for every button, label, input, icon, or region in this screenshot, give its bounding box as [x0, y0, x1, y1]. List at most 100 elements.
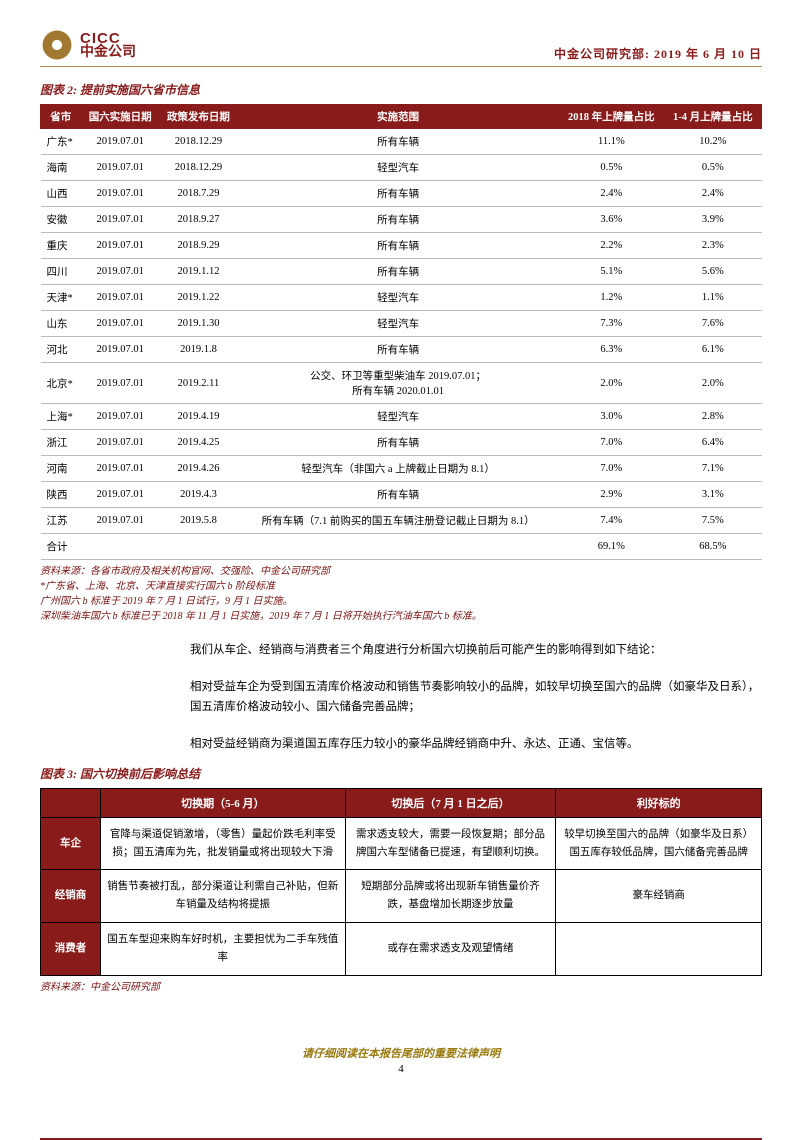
table-cell: 所有车辆 [238, 259, 559, 285]
table-cell: 所有车辆 [238, 482, 559, 508]
table-cell: 2019.07.01 [81, 508, 159, 534]
table-cell: 6.4% [664, 430, 761, 456]
table-cell: 3.1% [664, 482, 761, 508]
table-cell: 轻型汽车 [238, 155, 559, 181]
table-cell: 2.4% [664, 181, 761, 207]
table-cell: 需求透支较大，需要一段恢复期；部分品牌国六车型储备已提速，有望顺利切换。 [345, 817, 556, 870]
logo-icon [40, 28, 74, 62]
table-cell: 10.2% [664, 129, 761, 155]
table-cell: 7.3% [559, 311, 664, 337]
table-provinces: 省市国六实施日期政策发布日期实施范围2018 年上牌量占比1-4 月上牌量占比 … [40, 104, 762, 560]
table-cell: 7.1% [664, 456, 761, 482]
body-para-3: 相对受益经销商为渠道国五库存压力较小的豪华品牌经销商中升、永达、正通、宝信等。 [190, 734, 762, 755]
footer-disclaimer: 请仔细阅读在本报告尾部的重要法律声明 [302, 1048, 500, 1060]
table-cell: 轻型汽车 [238, 285, 559, 311]
table-cell [238, 534, 559, 560]
figure3-source: 资料来源：中金公司研究部 [40, 980, 762, 995]
table-cell [159, 534, 237, 560]
figure2-source: 资料来源：各省市政府及相关机构官网、交强险、中金公司研究部 *广东省、上海、北京… [40, 564, 762, 624]
table-cell: 所有车辆 [238, 430, 559, 456]
table-cell: 5.6% [664, 259, 761, 285]
table-cell: 0.5% [664, 155, 761, 181]
table-header: 2018 年上牌量占比 [559, 105, 664, 129]
table-cell: 安徽 [41, 207, 82, 233]
table-cell: 轻型汽车 [238, 311, 559, 337]
table-cell: 国五车型迎来购车好时机，主要担忧为二手车残值率 [101, 923, 346, 976]
table-row: 海南2019.07.012018.12.29轻型汽车0.5%0.5% [41, 155, 762, 181]
table-row: 车企官降与渠道促销激增，（零售）量起价跌毛利率受损；国五清库为先，批发销量或将出… [41, 817, 762, 870]
body-para-1: 我们从车企、经销商与消费者三个角度进行分析国六切换前后可能产生的影响得到如下结论… [190, 640, 762, 661]
table-cell: 2019.07.01 [81, 337, 159, 363]
page-number: 4 [40, 1063, 762, 1075]
table-cell: 2019.07.01 [81, 233, 159, 259]
table-cell: 6.1% [664, 337, 761, 363]
table-cell: 所有车辆（7.1 前购买的国五车辆注册登记截止日期为 8.1） [238, 508, 559, 534]
table-cell: 销售节奏被打乱，部分渠道让利需自己补贴，但新车销量及结构将提振 [101, 870, 346, 923]
table-cell: 消费者 [41, 923, 101, 976]
table-cell: 2.8% [664, 404, 761, 430]
table-cell: 11.1% [559, 129, 664, 155]
table-cell: 69.1% [559, 534, 664, 560]
table-cell: 0.5% [559, 155, 664, 181]
table-cell: 2019.1.22 [159, 285, 237, 311]
table-cell: 2019.2.11 [159, 363, 237, 404]
table-header: 国六实施日期 [81, 105, 159, 129]
table-row: 陕西2019.07.012019.4.3所有车辆2.9%3.1% [41, 482, 762, 508]
table-header: 1-4 月上牌量占比 [664, 105, 761, 129]
table-cell: 较早切换至国六的品牌（如豪华及日系）国五库存较低品牌，国六储备完善品牌 [556, 817, 762, 870]
table-cell: 上海* [41, 404, 82, 430]
table-cell: 2019.07.01 [81, 285, 159, 311]
table-cell: 3.9% [664, 207, 761, 233]
logo: CICC 中金公司 [40, 28, 136, 62]
table-cell: 2.9% [559, 482, 664, 508]
table-row: 经销商销售节奏被打乱，部分渠道让利需自己补贴，但新车销量及结构将提振短期部分品牌… [41, 870, 762, 923]
table-row: 江苏2019.07.012019.5.8所有车辆（7.1 前购买的国五车辆注册登… [41, 508, 762, 534]
table-cell: 2019.07.01 [81, 259, 159, 285]
table-impact: 切换期（5-6 月）切换后（7 月 1 日之后）利好标的 车企官降与渠道促销激增… [40, 788, 762, 976]
figure2-title: 图表 2: 提前实施国六省市信息 [40, 81, 762, 98]
table-header: 省市 [41, 105, 82, 129]
table-cell: 6.3% [559, 337, 664, 363]
table-row: 山东2019.07.012019.1.30轻型汽车7.3%7.6% [41, 311, 762, 337]
table-cell: 2019.07.01 [81, 482, 159, 508]
table-cell: 2018.9.27 [159, 207, 237, 233]
table-cell: 68.5% [664, 534, 761, 560]
table-row: 消费者国五车型迎来购车好时机，主要担忧为二手车残值率或存在需求透支及观望情绪 [41, 923, 762, 976]
table-cell: 2019.4.3 [159, 482, 237, 508]
table-cell: 3.6% [559, 207, 664, 233]
table-cell: 短期部分品牌或将出现新车销售量价齐跌，基盘增加长期逐步放量 [345, 870, 556, 923]
table-cell: 7.6% [664, 311, 761, 337]
table-row: 广东*2019.07.012018.12.29所有车辆11.1%10.2% [41, 129, 762, 155]
table-cell: 2.2% [559, 233, 664, 259]
table-cell: 浙江 [41, 430, 82, 456]
table-row: 北京*2019.07.012019.2.11公交、环卫等重型柴油车 2019.0… [41, 363, 762, 404]
table-row: 山西2019.07.012018.7.29所有车辆2.4%2.4% [41, 181, 762, 207]
header-right: 中金公司研究部: 2019 年 6 月 10 日 [554, 45, 762, 62]
table-cell: 合计 [41, 534, 82, 560]
table-cell: 5.1% [559, 259, 664, 285]
logo-text-cn: 中金公司 [80, 46, 136, 60]
table-cell: 重庆 [41, 233, 82, 259]
table-cell: 2019.07.01 [81, 155, 159, 181]
table-cell: 官降与渠道促销激增，（零售）量起价跌毛利率受损；国五清库为先，批发销量或将出现较… [101, 817, 346, 870]
table-header: 切换后（7 月 1 日之后） [345, 788, 556, 817]
table-row: 浙江2019.07.012019.4.25所有车辆7.0%6.4% [41, 430, 762, 456]
table-row: 天津*2019.07.012019.1.22轻型汽车1.2%1.1% [41, 285, 762, 311]
table-cell: 豪车经销商 [556, 870, 762, 923]
table-row: 河北2019.07.012019.1.8所有车辆6.3%6.1% [41, 337, 762, 363]
table-cell: 2019.07.01 [81, 129, 159, 155]
table-cell: 所有车辆 [238, 129, 559, 155]
table-cell: 2.0% [559, 363, 664, 404]
table-row: 合计 69.1%68.5% [41, 534, 762, 560]
table-cell: 2.0% [664, 363, 761, 404]
body-para-2: 相对受益车企为受到国五清库价格波动和销售节奏影响较小的品牌，如较早切换至国六的品… [190, 677, 762, 718]
table-cell: 山西 [41, 181, 82, 207]
table-cell: 2019.07.01 [81, 181, 159, 207]
table-cell: 1.2% [559, 285, 664, 311]
table-cell: 2018.12.29 [159, 129, 237, 155]
table-cell: 2019.07.01 [81, 404, 159, 430]
table-cell: 天津* [41, 285, 82, 311]
table-cell: 1.1% [664, 285, 761, 311]
table-cell: 或存在需求透支及观望情绪 [345, 923, 556, 976]
table-cell: 公交、环卫等重型柴油车 2019.07.01； 所有车辆 2020.01.01 [238, 363, 559, 404]
